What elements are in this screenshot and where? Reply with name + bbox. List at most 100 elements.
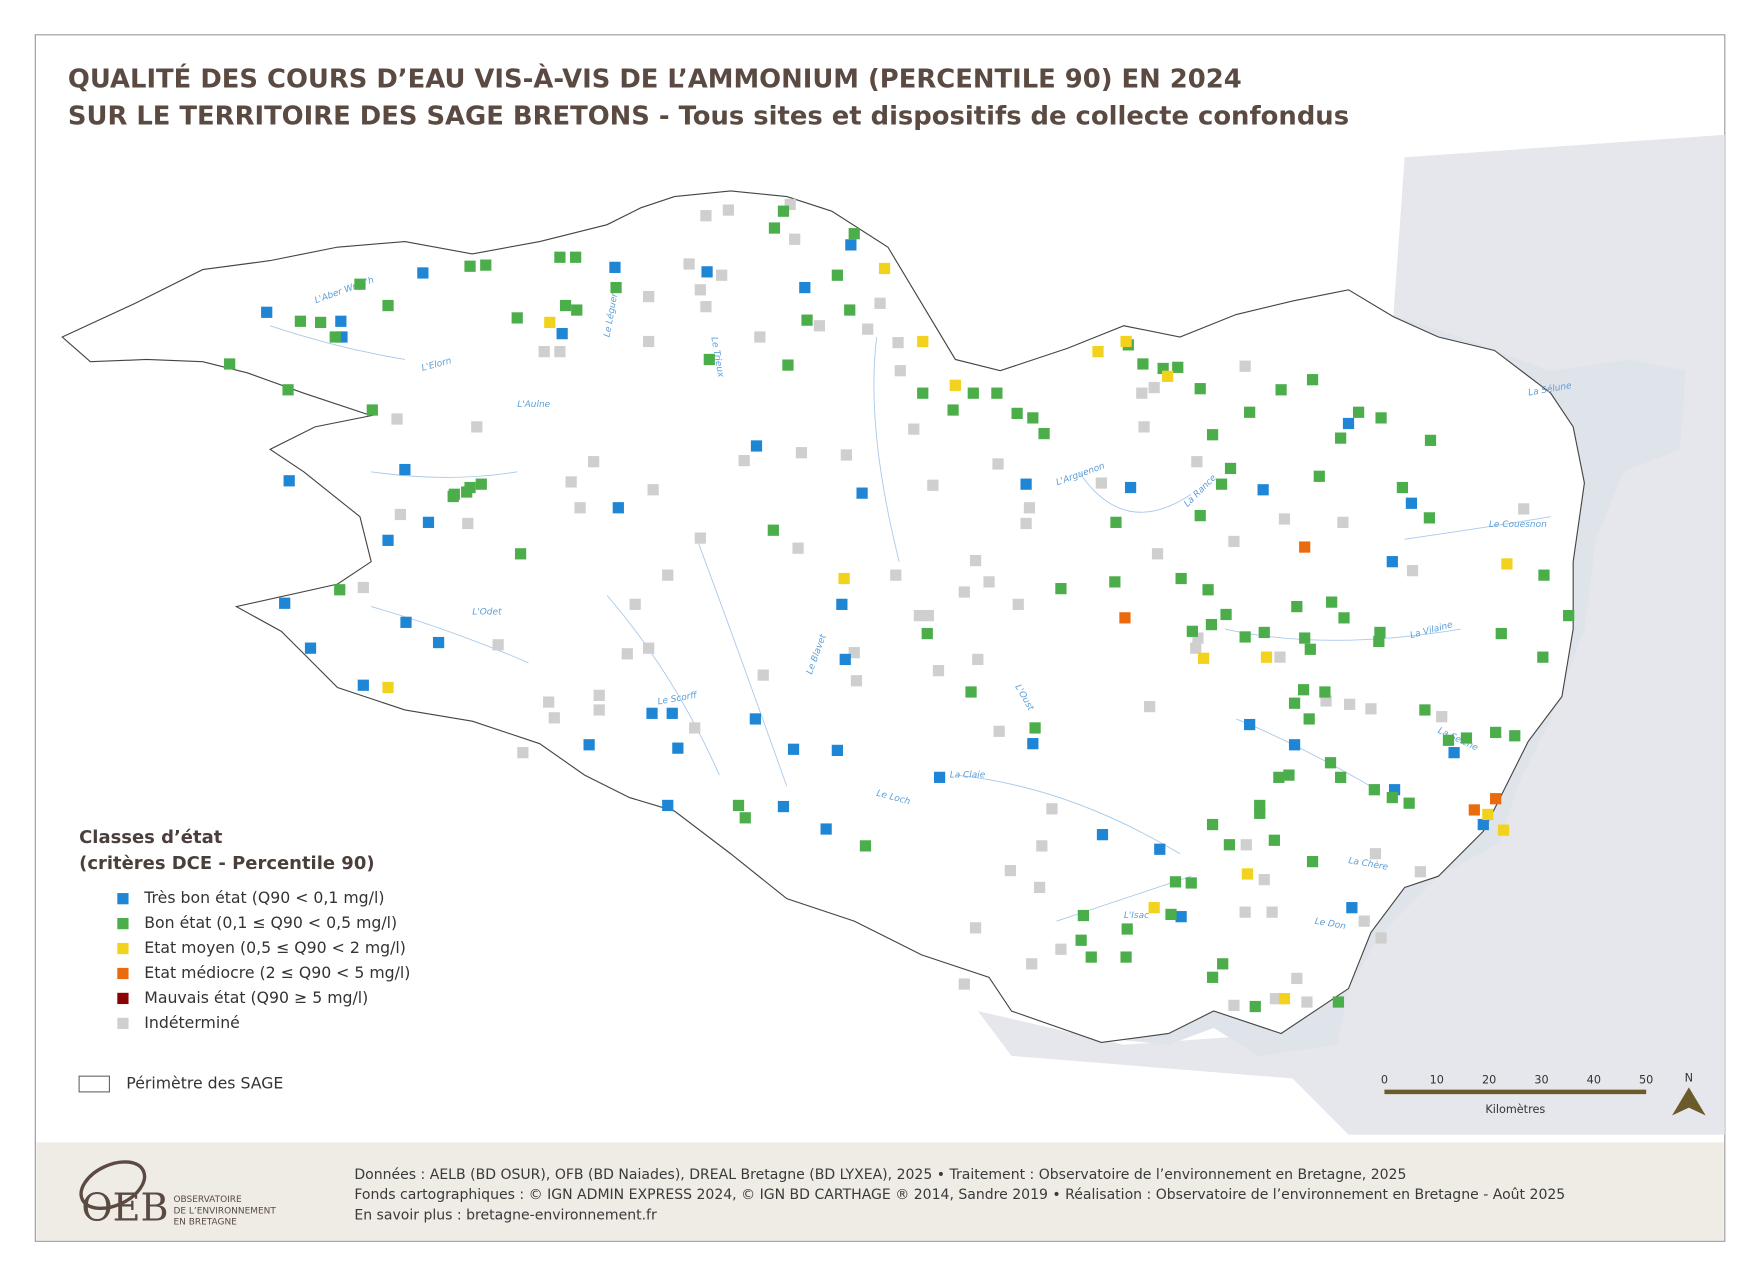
site-marker — [1175, 572, 1187, 585]
legend-title: Classes d’état — [79, 827, 223, 848]
perimeter-label: Périmètre des SAGE — [126, 1074, 283, 1093]
site-marker — [1406, 565, 1419, 577]
site-marker — [921, 627, 933, 640]
site-marker — [1185, 877, 1197, 889]
site-marker — [559, 299, 572, 312]
site-marker — [1012, 598, 1024, 610]
site-marker — [1490, 726, 1502, 739]
site-marker — [1346, 902, 1358, 914]
site-marker — [666, 707, 678, 719]
site-marker — [754, 331, 766, 343]
legend-swatch — [117, 893, 129, 905]
site-marker — [1055, 943, 1067, 955]
site-marker — [475, 478, 487, 490]
site-marker — [700, 301, 712, 313]
site-marker — [777, 800, 790, 813]
site-marker — [464, 260, 476, 272]
legend-label: Mauvais état (Q90 ≥ 5 mg/l) — [144, 988, 368, 1007]
site-marker — [1205, 618, 1218, 631]
site-marker — [1423, 512, 1435, 524]
site-marker — [1092, 345, 1104, 358]
site-marker — [1175, 911, 1187, 923]
site-marker — [1563, 609, 1575, 622]
site-marker — [315, 316, 327, 329]
site-marker — [768, 222, 781, 234]
site-marker — [1442, 734, 1455, 746]
site-marker — [913, 609, 925, 622]
site-marker — [554, 345, 566, 358]
scale-tick-label: 40 — [1587, 1074, 1601, 1087]
site-marker — [1191, 456, 1203, 468]
site-marker — [1260, 651, 1273, 663]
site-marker — [1337, 516, 1349, 528]
site-marker — [767, 524, 779, 536]
site-marker — [908, 423, 920, 435]
site-marker — [1335, 771, 1347, 783]
site-marker — [382, 299, 394, 312]
site-marker — [1109, 576, 1121, 588]
site-marker — [1278, 993, 1291, 1005]
site-marker — [1029, 722, 1041, 734]
site-marker — [1136, 387, 1148, 399]
site-marker — [813, 320, 826, 332]
site-marker — [1374, 626, 1386, 639]
site-marker — [1244, 718, 1256, 731]
river-label: L'Aulne — [517, 400, 550, 410]
site-marker — [1468, 804, 1480, 816]
site-marker — [354, 278, 366, 290]
site-marker — [1332, 996, 1345, 1008]
site-marker — [894, 365, 906, 377]
site-marker — [587, 456, 600, 468]
site-marker — [1206, 429, 1219, 441]
site-marker — [1313, 470, 1325, 482]
site-marker — [848, 228, 860, 240]
logo-text: OBSERVATOIRE — [173, 1195, 242, 1205]
site-marker — [1157, 362, 1169, 375]
site-marker — [554, 251, 566, 263]
river-label: L'Odet — [472, 608, 502, 618]
site-marker — [1138, 421, 1150, 433]
site-marker — [917, 387, 929, 399]
site-marker — [1273, 771, 1285, 783]
legend-label: Indéterminé — [144, 1013, 240, 1032]
site-marker — [958, 586, 970, 598]
site-marker — [1424, 434, 1437, 446]
map-title: SUR LE TERRITOIRE DES SAGE BRETONS - Tou… — [68, 101, 1349, 131]
site-marker — [1228, 535, 1240, 548]
site-marker — [1335, 432, 1347, 444]
site-marker — [1026, 958, 1038, 970]
site-marker — [1373, 635, 1385, 648]
site-marker — [394, 508, 407, 521]
scale-tick-label: 10 — [1430, 1074, 1444, 1087]
site-marker — [1217, 958, 1229, 970]
site-marker — [643, 642, 655, 654]
site-marker — [965, 686, 977, 698]
site-marker — [969, 554, 982, 567]
site-marker — [1194, 383, 1206, 395]
site-marker — [574, 502, 586, 514]
site-marker — [845, 239, 857, 251]
site-marker — [643, 290, 655, 303]
site-marker — [1027, 412, 1039, 424]
site-marker — [1137, 358, 1149, 370]
site-marker — [722, 204, 735, 216]
site-marker — [400, 616, 412, 628]
site-marker — [1460, 732, 1473, 744]
site-marker — [662, 569, 674, 581]
site-marker — [1085, 951, 1097, 963]
site-marker — [1386, 791, 1398, 804]
site-marker — [1344, 698, 1356, 710]
site-marker — [447, 490, 459, 503]
legend-swatch — [117, 992, 129, 1005]
site-marker — [991, 387, 1003, 399]
site-marker — [801, 314, 813, 326]
site-marker — [593, 704, 605, 716]
site-marker — [1375, 412, 1387, 424]
site-marker — [1319, 686, 1331, 698]
site-marker — [1396, 481, 1409, 494]
site-marker — [1386, 556, 1398, 568]
site-marker — [1297, 684, 1310, 696]
site-marker — [947, 404, 959, 416]
site-marker — [1202, 584, 1214, 596]
site-marker — [1303, 713, 1315, 725]
